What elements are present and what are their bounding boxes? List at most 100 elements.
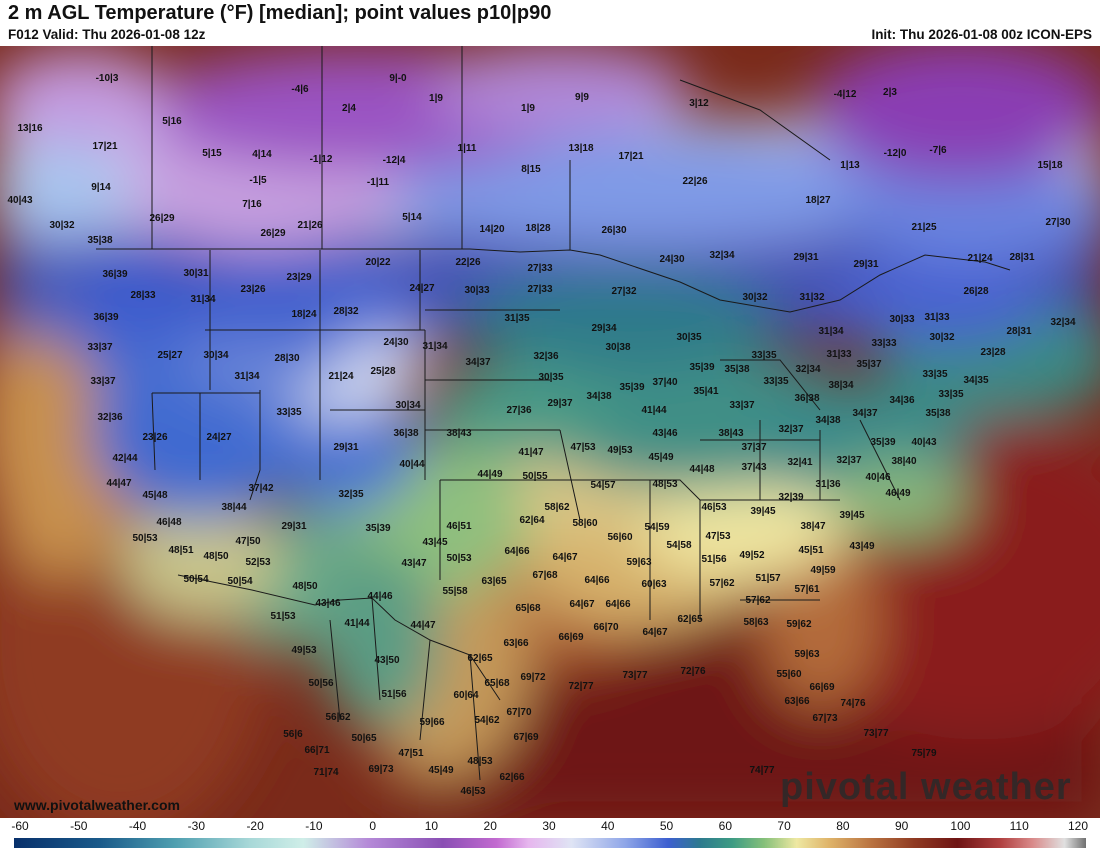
point-value-label: 43|46	[315, 598, 340, 609]
point-value-label: 38|40	[891, 456, 916, 467]
site-credit: www.pivotalweather.com	[14, 797, 180, 813]
point-value-label: 67|70	[506, 707, 531, 718]
point-value-label: 33|37	[729, 400, 754, 411]
point-value-label: 37|40	[652, 377, 677, 388]
point-value-label: 1|13	[840, 160, 860, 171]
point-value-label: 36|39	[93, 312, 118, 323]
point-value-label: 45|49	[648, 452, 673, 463]
point-value-label: 64|67	[642, 627, 667, 638]
point-value-label: 64|66	[584, 575, 609, 586]
point-value-label: 39|45	[750, 506, 775, 517]
point-value-label: 47|53	[570, 442, 595, 453]
point-value-label: 32|39	[778, 492, 803, 503]
point-value-label: 62|64	[519, 515, 544, 526]
brand-watermark: pivotal weather	[780, 766, 1072, 808]
point-value-label: 34|38	[815, 415, 840, 426]
point-value-label: 66|71	[304, 745, 329, 756]
color-scale-tick-label: 80	[836, 819, 850, 833]
point-value-label: 26|29	[149, 213, 174, 224]
point-value-label: 21|24	[967, 253, 992, 264]
point-value-label: 2|3	[883, 87, 897, 98]
point-value-label: 59|63	[794, 649, 819, 660]
point-value-label: 46|53	[460, 786, 485, 797]
point-value-label: 45|48	[142, 490, 167, 501]
point-value-label: 74|77	[749, 765, 774, 776]
point-value-label: 44|46	[367, 591, 392, 602]
point-value-label: 33|33	[871, 338, 896, 349]
point-value-label: 26|30	[601, 225, 626, 236]
point-value-label: 17|21	[92, 141, 117, 152]
point-value-label: 62|65	[467, 653, 492, 664]
point-value-label: 44|49	[477, 469, 502, 480]
point-value-label: 28|31	[1006, 326, 1031, 337]
point-value-label: 30|35	[676, 332, 701, 343]
color-scale-tick-label: -40	[128, 819, 147, 833]
temperature-map[interactable]: -10|3 13|16 5|16 -4|6 2|4 9|-0 1|9 1|9 9|9 3|12 -4…	[0, 46, 1100, 818]
point-value-label: 28|32	[333, 306, 358, 317]
point-value-label: 60|64	[453, 690, 478, 701]
point-value-label: 64|67	[569, 599, 594, 610]
point-value-label: 32|37	[778, 424, 803, 435]
point-value-label: 31|36	[815, 479, 840, 490]
color-scale-tick-label: 30	[542, 819, 556, 833]
point-value-label: 32|37	[836, 455, 861, 466]
point-value-label: 40|46	[865, 472, 890, 483]
point-value-label: 46|53	[701, 502, 726, 513]
point-value-label: 34|35	[963, 375, 988, 386]
point-value-label: 69|73	[368, 764, 393, 775]
color-scale-tick-label: 40	[601, 819, 615, 833]
color-scale-ticks: -60 -50 -40 -30 -20 -10 0 10 20 30 40 50 60 70 80 90 100…	[0, 818, 1100, 836]
point-value-label: 54|58	[666, 540, 691, 551]
point-value-label: 26|29	[260, 228, 285, 239]
point-value-label: 62|66	[499, 772, 524, 783]
point-value-label: 26|28	[963, 286, 988, 297]
point-value-label: 43|49	[849, 541, 874, 552]
point-value-label: 46|49	[885, 488, 910, 499]
point-value-label: 58|63	[743, 617, 768, 628]
point-value-label: 25|27	[157, 350, 182, 361]
point-value-label: 44|47	[106, 478, 131, 489]
point-value-label: 66|69	[809, 682, 834, 693]
point-value-label: 50|54	[227, 576, 252, 587]
color-scale-tick-label: 110	[1009, 819, 1029, 833]
point-value-label: 15|18	[1037, 160, 1062, 171]
point-value-label: 7|16	[242, 199, 262, 210]
point-value-label: 31|32	[799, 292, 824, 303]
point-value-label: 30|33	[464, 285, 489, 296]
point-value-label: 24|27	[409, 283, 434, 294]
point-value-label: 60|63	[641, 579, 666, 590]
point-value-label: 36|38	[393, 428, 418, 439]
point-value-label: 66|70	[593, 622, 618, 633]
point-value-label: 34|38	[586, 391, 611, 402]
point-value-label: 8|15	[521, 164, 541, 175]
map-title: 2 m AGL Temperature (°F) [median]; point…	[8, 2, 552, 24]
point-value-label: 18|28	[525, 223, 550, 234]
point-value-label: 9|-0	[389, 73, 407, 84]
point-value-label: 41|44	[641, 405, 666, 416]
point-value-label: 73|77	[863, 728, 888, 739]
point-value-label: 54|62	[474, 715, 499, 726]
point-value-label: 43|47	[401, 558, 426, 569]
point-value-label: 50|55	[522, 471, 547, 482]
point-value-label: 33|35	[751, 350, 776, 361]
point-value-label: 69|72	[520, 672, 545, 683]
point-value-label: 1|11	[458, 143, 477, 154]
us-canada-border	[96, 248, 1011, 313]
point-value-label: 42|44	[112, 453, 137, 464]
point-value-label: 38|44	[221, 502, 246, 513]
point-value-label: 51|56	[381, 689, 406, 700]
point-value-label: 43|45	[422, 537, 447, 548]
point-value-label: 35|39	[689, 362, 714, 373]
point-value-label: 22|26	[682, 176, 707, 187]
point-value-label: 50|54	[183, 574, 208, 585]
color-scale-tick-label: 10	[424, 819, 439, 833]
point-value-label: 37|42	[248, 483, 273, 494]
point-value-label: 30|34	[395, 400, 420, 411]
point-value-label: 35|37	[856, 359, 881, 370]
color-scale-tick-label: 60	[718, 819, 733, 833]
point-value-label: 1|9	[521, 103, 535, 114]
point-value-label: 33|37	[87, 342, 112, 353]
point-value-label: 64|66	[504, 546, 529, 557]
point-value-label: 39|45	[839, 510, 864, 521]
point-value-label: 22|26	[455, 257, 480, 268]
